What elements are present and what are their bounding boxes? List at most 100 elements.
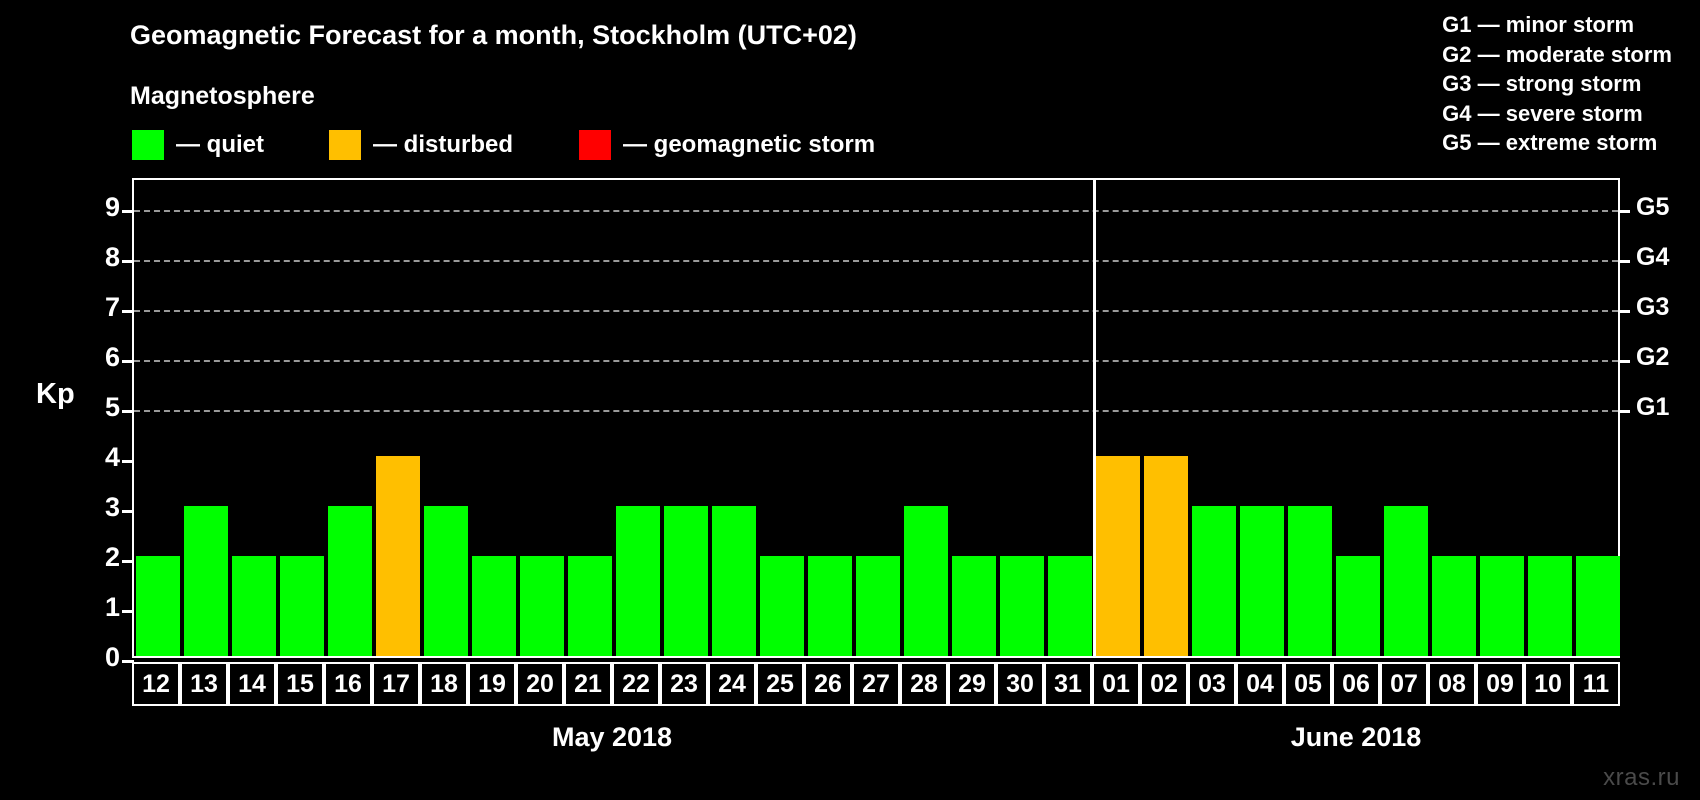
bar-11 (1576, 556, 1620, 656)
gridline-kp-7 (134, 310, 1618, 312)
legend-label-geomagnetic-storm: — geomagnetic storm (623, 131, 876, 158)
day-cell-01[interactable]: 01 (1092, 662, 1140, 706)
day-cell-16[interactable]: 16 (324, 662, 372, 706)
legend-entry-geomagnetic-storm: — geomagnetic storm (579, 130, 875, 160)
bars-layer (134, 180, 1620, 656)
y-tick-9 (122, 210, 134, 213)
day-cell-11[interactable]: 11 (1572, 662, 1620, 706)
y-tick-0 (122, 660, 134, 663)
bar-24 (712, 506, 756, 656)
day-axis: 12 13 14 15 16 17 18 19 20 21 22 23 24 25 26 27 28 29 30 31… (132, 662, 1620, 706)
day-cell-08[interactable]: 08 (1428, 662, 1476, 706)
bar-12 (136, 556, 180, 656)
g-axis-label-G5: G5 (1636, 193, 1670, 221)
g-legend-row-5: G5 — extreme storm (1442, 130, 1658, 155)
day-cell-25[interactable]: 25 (756, 662, 804, 706)
day-cell-02[interactable]: 02 (1140, 662, 1188, 706)
y-axis-label-2: 2 (104, 542, 120, 572)
day-cell-06[interactable]: 06 (1332, 662, 1380, 706)
y-tick-1 (122, 610, 134, 613)
day-cell-18[interactable]: 18 (420, 662, 468, 706)
day-cell-19[interactable]: 19 (468, 662, 516, 706)
bar-28 (904, 506, 948, 656)
y-tick-7 (122, 310, 134, 313)
y-axis-label-1: 1 (104, 592, 120, 622)
day-cell-12[interactable]: 12 (132, 662, 180, 706)
bar-15 (280, 556, 324, 656)
y-tick-4 (122, 460, 134, 463)
day-cell-26[interactable]: 26 (804, 662, 852, 706)
g-legend-row-4: G4 — severe storm (1442, 100, 1643, 126)
y-axis-label-3: 3 (104, 492, 120, 522)
legend-entry-quiet: — quiet (132, 130, 264, 160)
day-cell-31[interactable]: 31 (1044, 662, 1092, 706)
bar-13 (184, 506, 228, 656)
bar-19 (472, 556, 516, 656)
y-axis-title: Kp (36, 378, 75, 410)
g-legend-row-3: G3 — strong storm (1442, 71, 1642, 96)
bar-16 (328, 506, 372, 656)
y-axis-label-5: 5 (104, 392, 120, 422)
bar-01 (1096, 456, 1140, 656)
day-cell-09[interactable]: 09 (1476, 662, 1524, 706)
legend-label-quiet: — quiet (176, 131, 264, 158)
day-cell-21[interactable]: 21 (564, 662, 612, 706)
bar-27 (856, 556, 900, 656)
g-axis-label-G4: G4 (1636, 243, 1670, 271)
gridline-kp-5 (134, 410, 1618, 412)
bar-18 (424, 506, 468, 656)
y-axis-label-7: 7 (104, 292, 120, 322)
day-cell-13[interactable]: 13 (180, 662, 228, 706)
y-axis-label-0: 0 (104, 642, 120, 672)
y-tick-6 (122, 360, 134, 363)
g-tick-G2 (1618, 360, 1630, 363)
bar-02 (1144, 456, 1188, 656)
gridline-kp-6 (134, 360, 1618, 362)
day-cell-29[interactable]: 29 (948, 662, 996, 706)
day-cell-10[interactable]: 10 (1524, 662, 1572, 706)
day-cell-05[interactable]: 05 (1284, 662, 1332, 706)
day-cell-20[interactable]: 20 (516, 662, 564, 706)
y-axis-label-9: 9 (104, 192, 120, 222)
legend-swatch-quiet (132, 130, 164, 160)
g-axis-label-G1: G1 (1636, 393, 1670, 421)
bar-30 (1000, 556, 1044, 656)
g-tick-G1 (1618, 410, 1630, 413)
plot-inner (122, 180, 1630, 663)
day-cell-03[interactable]: 03 (1188, 662, 1236, 706)
bar-04 (1240, 506, 1284, 656)
bar-03 (1192, 506, 1236, 656)
day-cell-15[interactable]: 15 (276, 662, 324, 706)
g-axis-label-G3: G3 (1636, 293, 1670, 321)
watermark: xras.ru (1603, 764, 1680, 791)
day-cell-07[interactable]: 07 (1380, 662, 1428, 706)
day-cell-22[interactable]: 22 (612, 662, 660, 706)
month-divider (1092, 180, 1096, 656)
bar-21 (568, 556, 612, 656)
y-tick-8 (122, 260, 134, 263)
bar-23 (664, 506, 708, 656)
y-axis-label-8: 8 (104, 242, 120, 272)
bar-31 (1048, 556, 1092, 656)
y-axis-label-4: 4 (104, 442, 120, 472)
legend-swatch-disturbed (329, 130, 361, 160)
day-cell-28[interactable]: 28 (900, 662, 948, 706)
day-cell-24[interactable]: 24 (708, 662, 756, 706)
day-cell-14[interactable]: 14 (228, 662, 276, 706)
bar-22 (616, 506, 660, 656)
y-tick-3 (122, 510, 134, 513)
day-cell-04[interactable]: 04 (1236, 662, 1284, 706)
g-tick-G4 (1618, 260, 1630, 263)
day-cell-27[interactable]: 27 (852, 662, 900, 706)
day-cell-30[interactable]: 30 (996, 662, 1044, 706)
gridline-kp-9 (134, 210, 1618, 212)
legend-label-disturbed: — disturbed (373, 131, 514, 158)
day-cell-17[interactable]: 17 (372, 662, 420, 706)
g-legend-row-2: G2 — moderate storm (1442, 41, 1672, 67)
y-tick-5 (122, 410, 134, 413)
gridline-kp-8 (134, 260, 1618, 262)
bar-09 (1480, 556, 1524, 656)
bar-26 (808, 556, 852, 656)
day-cell-23[interactable]: 23 (660, 662, 708, 706)
page-title: Geomagnetic Forecast for a month, Stockh… (130, 20, 857, 50)
